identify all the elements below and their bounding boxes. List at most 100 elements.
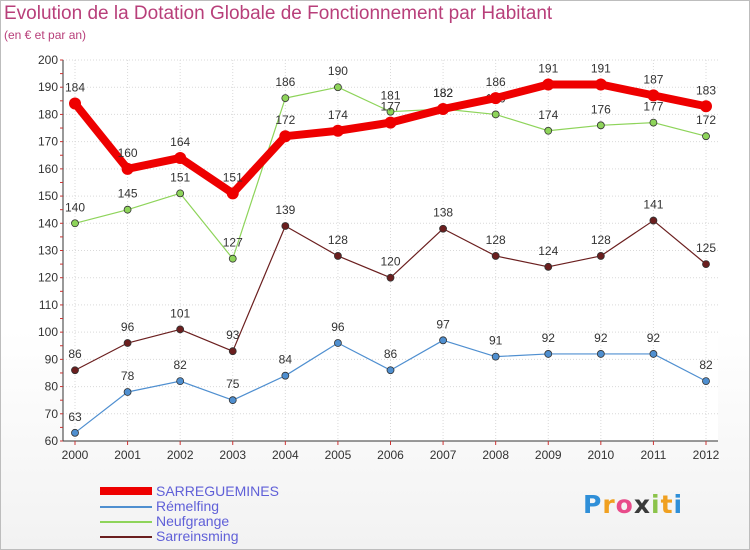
x-tick-label-2007: 2007 — [430, 448, 457, 462]
y-tick-label-70: 70 — [45, 407, 59, 421]
point-sarreguemines-2004 — [279, 130, 292, 143]
data-label-neufgrange-2000: 140 — [65, 200, 85, 214]
data-label-remelfing-2008: 91 — [489, 334, 503, 348]
point-neufgrange-2009 — [544, 126, 553, 135]
data-label-sarreguemines-2010: 191 — [591, 61, 611, 75]
data-label-sarreguemines-2000: 184 — [65, 81, 85, 95]
point-sarreguemines-2012 — [700, 100, 712, 113]
data-label-remelfing-2000: 63 — [68, 410, 82, 424]
legend-label-remelfing: Rémelfing — [156, 498, 220, 514]
data-label-sarreguemines-2004: 172 — [275, 113, 295, 127]
point-remelfing-2000 — [71, 428, 79, 437]
legend-label-sarreguemines: SARREGUEMINES — [156, 483, 279, 499]
x-tick-label-2011: 2011 — [641, 448, 667, 462]
point-neufgrange-2004 — [281, 94, 290, 102]
x-tick-label-2008: 2008 — [482, 448, 509, 462]
x-tick-label-2001: 2001 — [114, 448, 141, 462]
point-sarreinsming-2004 — [281, 222, 290, 230]
y-tick-label-170: 170 — [38, 135, 58, 149]
point-remelfing-2011 — [649, 350, 658, 358]
point-sarreguemines-2009 — [542, 78, 555, 91]
point-remelfing-2010 — [596, 350, 605, 358]
logo-letter: r — [602, 490, 616, 519]
data-label-sarreguemines-2003: 151 — [223, 170, 243, 184]
data-label-remelfing-2004: 84 — [279, 353, 293, 367]
proxiti-logo: Proxiti — [583, 490, 683, 519]
point-neufgrange-2003 — [228, 254, 237, 263]
data-label-sarreguemines-2006: 177 — [380, 100, 400, 114]
data-label-sarreinsming-2011: 141 — [643, 198, 663, 212]
data-label-sarreguemines-2012: 183 — [696, 83, 716, 97]
point-sarreguemines-2005 — [331, 124, 344, 137]
point-remelfing-2009 — [544, 350, 553, 358]
data-label-sarreinsming-2001: 96 — [121, 320, 135, 334]
point-sarreinsming-2010 — [596, 252, 605, 260]
data-label-sarreinsming-2009: 124 — [538, 244, 558, 258]
data-label-sarreinsming-2006: 120 — [380, 255, 400, 269]
x-tick-label-2005: 2005 — [325, 448, 352, 462]
logo-letter: t — [660, 490, 674, 519]
point-sarreinsming-2007 — [439, 224, 447, 233]
point-sarreguemines-2002 — [174, 151, 187, 164]
x-tick-label-2009: 2009 — [535, 448, 562, 462]
point-remelfing-2002 — [176, 377, 185, 386]
logo-letter: o — [615, 490, 634, 519]
data-label-neufgrange-2003: 127 — [223, 236, 243, 250]
data-label-remelfing-2009: 92 — [542, 331, 556, 345]
data-label-neufgrange-2009: 174 — [538, 108, 558, 122]
point-sarreinsming-2008 — [491, 252, 500, 260]
data-label-sarreguemines-2007: 182 — [433, 86, 453, 100]
data-label-neufgrange-2011: 177 — [643, 100, 663, 114]
point-sarreinsming-2005 — [334, 252, 342, 260]
point-neufgrange-2002 — [176, 189, 185, 198]
point-remelfing-2008 — [491, 352, 500, 361]
x-tick-label-2002: 2002 — [167, 448, 194, 462]
data-label-remelfing-2005: 96 — [331, 320, 345, 334]
point-remelfing-2006 — [386, 366, 395, 375]
point-sarreinsming-2001 — [123, 339, 132, 347]
point-remelfing-2001 — [123, 388, 132, 396]
data-label-sarreinsming-2008: 128 — [486, 233, 506, 247]
x-tick-label-2004: 2004 — [272, 448, 299, 462]
point-sarreinsming-2002 — [176, 325, 185, 334]
data-label-sarreinsming-2004: 139 — [275, 203, 295, 217]
data-label-sarreguemines-2008: 186 — [486, 75, 506, 89]
logo-letter: i — [651, 490, 661, 519]
point-neufgrange-2011 — [649, 118, 658, 127]
legend-swatch-sarreinsming — [100, 536, 152, 538]
legend-item-sarreinsming: Sarreinsming — [100, 529, 420, 544]
point-neufgrange-2008 — [491, 110, 500, 119]
logo-letter: i — [673, 490, 684, 519]
point-neufgrange-2001 — [123, 205, 132, 214]
y-tick-label-130: 130 — [38, 244, 58, 258]
legend-item-neufgrange: Neufgrange — [100, 514, 420, 529]
point-sarreguemines-2010 — [594, 78, 607, 91]
chart-subtitle: (en € et par an) — [4, 28, 87, 42]
data-label-neufgrange-2012: 172 — [696, 113, 716, 127]
point-sarreinsming-2012 — [702, 260, 710, 269]
data-label-remelfing-2010: 92 — [594, 331, 608, 345]
x-tick-label-2006: 2006 — [377, 448, 404, 462]
data-label-remelfing-2002: 82 — [173, 358, 187, 372]
point-remelfing-2007 — [439, 336, 447, 345]
data-label-sarreguemines-2005: 174 — [328, 108, 348, 122]
data-label-neufgrange-2002: 151 — [170, 170, 190, 184]
point-sarreguemines-2007 — [437, 102, 450, 115]
y-tick-label-160: 160 — [38, 162, 58, 176]
point-sarreguemines-2011 — [647, 89, 660, 102]
point-sarreinsming-2000 — [71, 366, 79, 375]
data-label-remelfing-2006: 86 — [384, 347, 398, 361]
y-tick-label-150: 150 — [38, 189, 58, 203]
legend: SARREGUEMINES Rémelfing Neufgrange Sarre… — [100, 484, 420, 544]
line-chart: 60 70 80 90 100 110 120 130 140 150 160 170 180 190 20… — [38, 53, 720, 462]
data-label-remelfing-2001: 78 — [121, 369, 135, 383]
y-tick-label-60: 60 — [45, 434, 59, 448]
data-label-remelfing-2011: 92 — [647, 331, 661, 345]
data-label-sarreinsming-2007: 138 — [433, 206, 453, 220]
point-neufgrange-2000 — [71, 219, 79, 228]
data-label-sarreinsming-2010: 128 — [591, 233, 611, 247]
data-label-neufgrange-2005: 190 — [328, 64, 348, 78]
point-sarreinsming-2009 — [544, 262, 553, 271]
point-neufgrange-2006 — [386, 107, 395, 116]
y-tick-label-110: 110 — [39, 298, 58, 312]
